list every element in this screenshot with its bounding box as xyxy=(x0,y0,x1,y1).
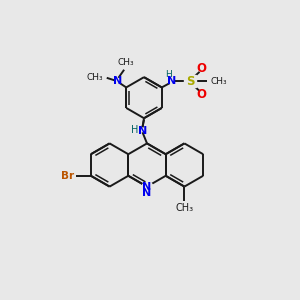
Text: N: N xyxy=(142,188,152,198)
Text: CH₃: CH₃ xyxy=(117,58,134,67)
Text: CH₃: CH₃ xyxy=(210,77,227,86)
Text: O: O xyxy=(196,88,206,100)
Text: N: N xyxy=(167,76,176,86)
Text: H: H xyxy=(166,70,172,79)
Text: O: O xyxy=(196,62,206,75)
Text: N: N xyxy=(112,76,122,86)
Text: H: H xyxy=(131,125,139,135)
Text: N: N xyxy=(138,126,147,136)
Text: CH₃: CH₃ xyxy=(175,203,194,213)
Text: N: N xyxy=(142,182,152,192)
Text: Br: Br xyxy=(61,171,74,181)
Text: S: S xyxy=(186,75,194,88)
Text: CH₃: CH₃ xyxy=(87,73,103,82)
